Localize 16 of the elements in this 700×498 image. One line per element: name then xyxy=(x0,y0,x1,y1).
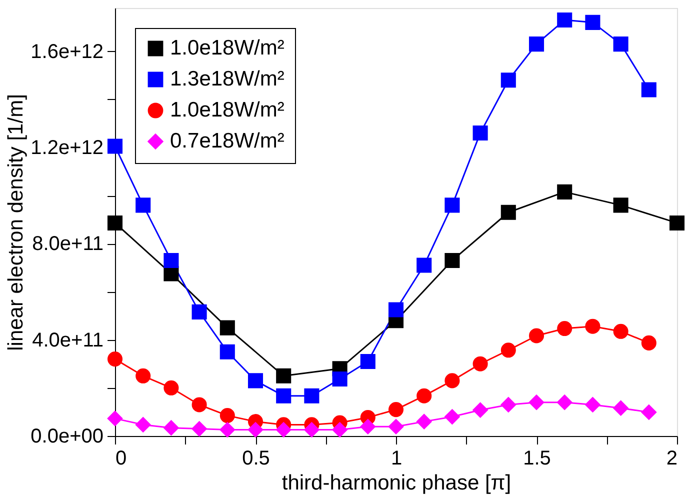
legend-label: 1.0e18W/m² xyxy=(170,98,284,122)
x-tick-label: 1 xyxy=(390,448,402,470)
legend-label: 1.3e18W/m² xyxy=(170,68,284,90)
y-tick-label: 8.0e+11 xyxy=(32,233,104,256)
y-tick-label: 0.0e+00 xyxy=(30,426,104,448)
x-axis-title: third-harmonic phase [π] xyxy=(282,472,512,494)
x-tick-label: 0 xyxy=(116,448,127,470)
legend-label: 1.0e18W/m² xyxy=(170,36,284,60)
legend-label: 0.7e18W/m² xyxy=(170,130,284,152)
y-tick-label: 1.2e+12 xyxy=(30,136,104,159)
x-tick-label: 2 xyxy=(666,448,678,470)
y-axis-title: linear electron density [1/m] xyxy=(4,94,28,351)
x-tick-label: 0.5 xyxy=(242,448,270,470)
x-tick-label: 1.5 xyxy=(523,448,551,470)
y-tick-label: 1.6e+12 xyxy=(30,40,104,63)
y-tick-label: 4.0e+11 xyxy=(32,329,104,352)
